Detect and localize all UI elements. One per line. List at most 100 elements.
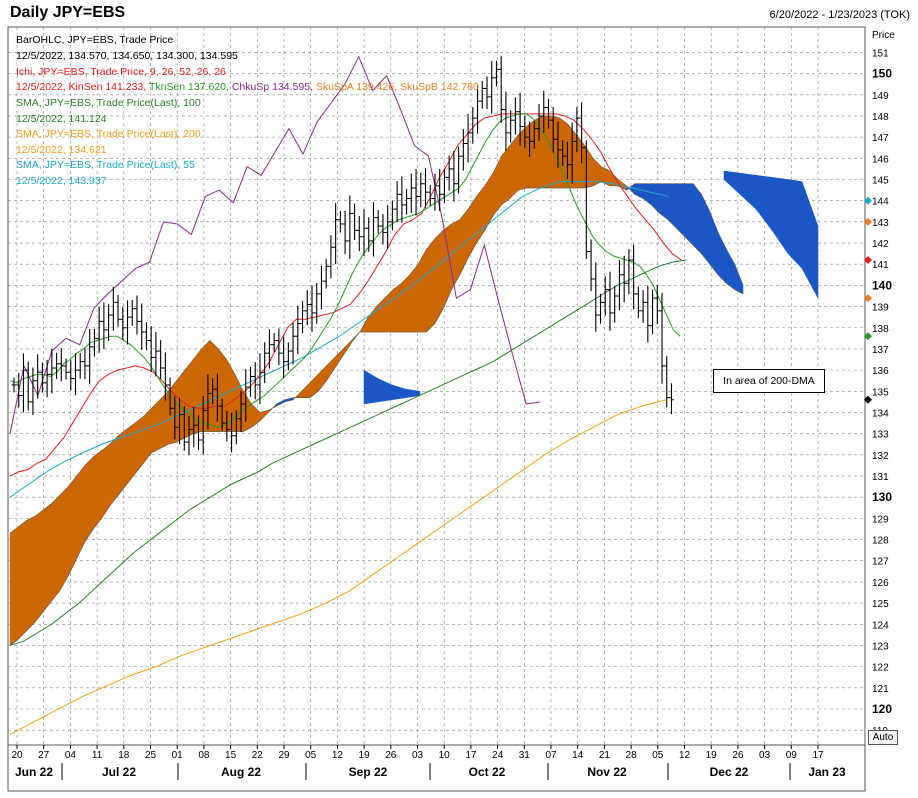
chart-title: Daily JPY=EBS bbox=[10, 4, 126, 21]
day-tick-label: 25 bbox=[145, 750, 157, 761]
ohlc-bar bbox=[565, 141, 570, 180]
legend-sma200-title: SMA, JPY=EBS, Trade Price(Last), 200 bbox=[16, 128, 201, 140]
cloud-segment-bullish bbox=[434, 229, 444, 325]
day-tick-label: 18 bbox=[118, 750, 130, 761]
cloud-segment-bullish bbox=[526, 119, 536, 189]
tenkan-sen-line bbox=[9, 113, 681, 428]
ohlc-bar bbox=[361, 209, 367, 256]
day-tick-label: 05 bbox=[305, 750, 317, 761]
price-tick-label: 139 bbox=[872, 303, 889, 314]
legend-ohlc-values: 12/5/2022, 134.570, 134.650, 134.300, 13… bbox=[16, 50, 238, 62]
month-label: Oct 22 bbox=[469, 765, 506, 779]
ohlc-bar bbox=[73, 353, 78, 396]
ohlc-bar bbox=[602, 276, 608, 316]
legend-skuspa: SkuSpA 139.426, bbox=[315, 81, 398, 93]
cloud-segment-bullish bbox=[93, 450, 102, 530]
ohlc-bar bbox=[162, 352, 168, 401]
ohlc-bar bbox=[39, 362, 45, 393]
month-label: Jun 22 bbox=[15, 765, 53, 779]
price-tick-label: 144 bbox=[872, 197, 889, 208]
price-tick-label: 134 bbox=[872, 408, 889, 419]
axis-value-marker bbox=[864, 395, 872, 404]
ohlc-bar bbox=[635, 286, 641, 319]
ohlc-bar bbox=[555, 121, 561, 168]
ohlc-bar bbox=[177, 397, 182, 445]
axis-value-marker bbox=[864, 196, 872, 205]
price-tick-label: 138 bbox=[872, 324, 889, 335]
ohlc-bar bbox=[271, 333, 277, 353]
ohlc-bar bbox=[11, 377, 17, 393]
ohlc-bar bbox=[385, 205, 391, 250]
ohlc-bar bbox=[617, 260, 622, 311]
ohlc-bar bbox=[498, 56, 504, 123]
price-axis-title: Price bbox=[872, 30, 895, 41]
price-bars bbox=[11, 56, 674, 456]
ohlc-bar bbox=[546, 98, 551, 129]
ohlc-bar bbox=[153, 331, 159, 377]
ohlc-bar bbox=[252, 362, 258, 400]
month-label: Jul 22 bbox=[102, 765, 136, 779]
price-tick-label: 148 bbox=[872, 112, 889, 123]
ohlc-bar bbox=[219, 398, 225, 431]
ohlc-bar bbox=[295, 305, 301, 355]
annotation-label: In area of 200-DMA bbox=[713, 369, 825, 393]
price-tick-label: 123 bbox=[872, 641, 889, 652]
price-tick-label: 140 bbox=[872, 278, 892, 292]
month-label: Aug 22 bbox=[221, 765, 261, 779]
price-tick-label: 146 bbox=[872, 154, 889, 165]
ohlc-bar bbox=[347, 195, 353, 259]
ohlc-bar bbox=[205, 374, 211, 430]
indicator-lines bbox=[9, 55, 687, 735]
cloud-segment-bullish bbox=[409, 263, 419, 333]
price-tick-label: 145 bbox=[872, 175, 889, 186]
cloud-segment-bullish bbox=[392, 282, 402, 333]
ohlc-bar bbox=[517, 92, 523, 146]
ohlc-bar bbox=[139, 303, 145, 350]
day-tick-label: 05 bbox=[652, 750, 664, 761]
ohlc-bar bbox=[96, 306, 102, 353]
price-tick-label: 136 bbox=[872, 366, 889, 377]
price-tick-label: 132 bbox=[872, 451, 889, 462]
day-tick-label: 12 bbox=[332, 750, 344, 761]
ohlc-bar bbox=[300, 301, 305, 334]
ohlc-bar bbox=[333, 203, 339, 265]
month-label: Dec 22 bbox=[710, 765, 749, 779]
legend-tknsen: TknSen 137.620, bbox=[148, 81, 229, 93]
right-axis-markers bbox=[864, 196, 872, 404]
ohlc-bar bbox=[229, 412, 234, 453]
ohlc-bar bbox=[413, 168, 419, 216]
cloud-segment-bullish bbox=[176, 369, 186, 443]
ohlc-bar bbox=[366, 217, 372, 252]
ohlc-bar bbox=[371, 202, 376, 257]
auto-scale-button[interactable]: Auto bbox=[868, 730, 898, 745]
ohlc-bar bbox=[569, 122, 575, 184]
ohlc-bar bbox=[214, 373, 220, 422]
ohlc-bar bbox=[319, 265, 324, 310]
cloud-segment-bullish bbox=[34, 509, 44, 623]
price-tick-label: 130 bbox=[872, 490, 892, 504]
ohlc-bar bbox=[442, 168, 447, 203]
ohlc-bar bbox=[522, 115, 528, 149]
day-tick-label: 19 bbox=[706, 750, 718, 761]
ohlc-bar bbox=[423, 168, 428, 208]
ohlc-bar bbox=[285, 342, 291, 371]
ohlc-bar bbox=[612, 286, 618, 323]
price-tick-label: 135 bbox=[872, 387, 889, 398]
ohlc-bar bbox=[404, 188, 409, 215]
sma55-line bbox=[9, 181, 669, 498]
ohlc-bar bbox=[323, 258, 329, 289]
price-tick-label: 125 bbox=[872, 599, 889, 610]
cloud-segment-bullish bbox=[109, 435, 119, 507]
legend-sma100-value: 12/5/2022, 141.124 bbox=[16, 113, 107, 125]
legend-ichi-title: Ichi, JPY=EBS, Trade Price, 9, 26, 52, 2… bbox=[16, 66, 226, 78]
ohlc-bar bbox=[309, 285, 315, 332]
day-tick-label: 24 bbox=[492, 750, 504, 761]
month-label: Nov 22 bbox=[587, 765, 627, 779]
ohlc-bar bbox=[437, 169, 443, 212]
cloud-segment-bearish bbox=[692, 183, 702, 255]
ohlc-bar bbox=[640, 290, 646, 323]
price-tick-label: 122 bbox=[872, 663, 889, 674]
legend-sma55-title: SMA, JPY=EBS, Trade Price(Last), 55 bbox=[16, 159, 195, 171]
